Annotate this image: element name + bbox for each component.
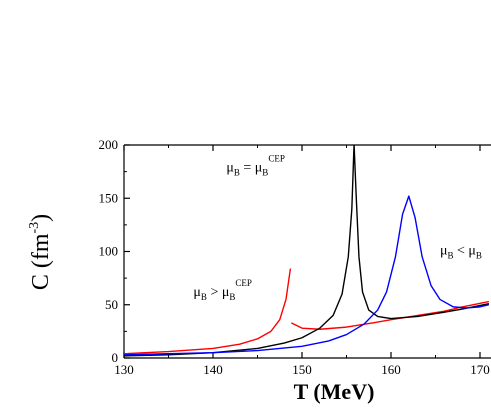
annotation-lt: μB < μB (440, 244, 482, 261)
annotation-eq: μB = μBCEP (226, 154, 284, 178)
y-axis-title-main: C (fm (28, 233, 54, 290)
y-tick-label: 100 (99, 244, 119, 259)
annotation-gt: μB > μBCEP (193, 278, 251, 302)
x-tick-label: 130 (114, 362, 134, 377)
series-line-2 (124, 145, 490, 357)
y-tick-label: 50 (105, 297, 118, 312)
series-line-3 (124, 195, 490, 356)
x-axis-title: T (MeV) (294, 379, 375, 404)
x-tick-label: 140 (203, 362, 223, 377)
x-tick-label: 170 (470, 362, 490, 377)
svg-text:C (fm-3): C (fm-3) (27, 214, 54, 290)
y-tick-label: 200 (99, 137, 119, 152)
y-axis-title: C (fm-3) (27, 214, 54, 290)
series-line-1 (291, 300, 490, 330)
series-line-0 (124, 268, 292, 355)
x-tick-label: 160 (381, 362, 401, 377)
x-tick-label: 150 (292, 362, 312, 377)
y-axis-title-close: ) (28, 214, 54, 222)
y-axis-title-sup: -3 (27, 222, 42, 234)
y-tick-label: 0 (112, 350, 119, 365)
y-tick-label: 150 (99, 190, 119, 205)
